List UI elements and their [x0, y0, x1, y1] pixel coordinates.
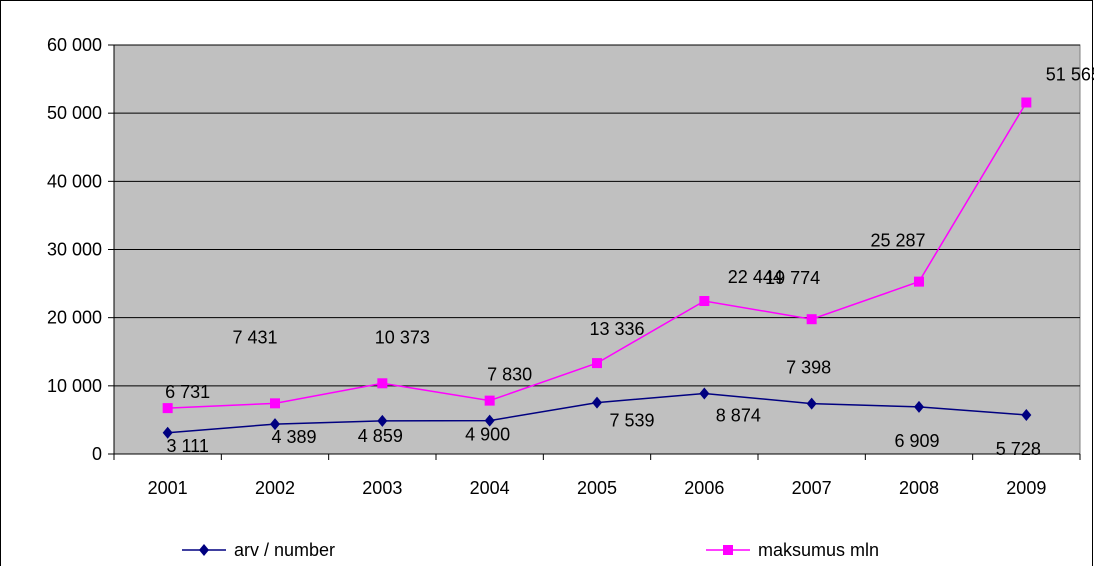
x-tick-label: 2006 — [684, 478, 724, 498]
data-label: 51 565 — [1046, 64, 1094, 84]
data-point-marker — [270, 398, 280, 409]
data-point-marker — [592, 358, 602, 369]
gridlines — [114, 44, 1080, 387]
x-tick-label: 2007 — [792, 478, 832, 498]
data-point-marker — [806, 314, 817, 325]
data-point-marker — [699, 387, 710, 400]
data-point-marker — [484, 395, 495, 406]
data-label: 10 373 — [375, 327, 430, 347]
data-labels: 3 111 4 389 4 859 4 900 7 539 8 874 7 398 6 909… — [165, 64, 1094, 458]
legend-item-0: arv / number — [182, 540, 335, 560]
y-tick-label: 10 000 — [47, 376, 102, 396]
data-label: 25 287 — [870, 231, 925, 251]
data-point-marker — [914, 400, 924, 413]
legend-swatch-marker — [199, 544, 209, 556]
data-point-marker — [377, 378, 388, 389]
data-label: 7 539 — [609, 411, 654, 431]
x-tick-label: 2003 — [362, 478, 402, 498]
legend-swatch-marker — [723, 545, 733, 555]
legend-label: maksumus mln — [758, 540, 879, 560]
data-point-marker — [1021, 97, 1032, 108]
data-label: 7 431 — [232, 327, 277, 347]
data-label: 19 774 — [765, 268, 820, 288]
legend: arv / number maksumus mln — [182, 540, 879, 560]
y-tick-label: 0 — [92, 444, 102, 464]
data-label: 13 336 — [589, 319, 644, 339]
y-tick-label: 40 000 — [47, 171, 102, 191]
data-point-marker — [162, 403, 173, 414]
x-tick-label: 2005 — [577, 478, 617, 498]
data-point-marker — [592, 396, 602, 409]
data-label: 5 728 — [996, 439, 1041, 459]
data-label: 3 111 — [166, 436, 208, 456]
data-label: 4 859 — [358, 426, 403, 446]
data-label: 6 909 — [894, 431, 939, 451]
data-label: 7 398 — [786, 358, 831, 378]
data-point-marker — [484, 414, 495, 427]
y-tick-label: 60 000 — [47, 35, 102, 55]
data-label: 22 444 — [728, 267, 783, 287]
data-label: 7 830 — [487, 365, 532, 385]
x-tick-label: 2008 — [899, 478, 939, 498]
x-tick-label: 2009 — [1006, 478, 1046, 498]
y-tick-label: 20 000 — [47, 308, 102, 328]
y-tick-label: 50 000 — [47, 103, 102, 123]
x-tick-label: 2004 — [470, 478, 510, 498]
legend-label: arv / number — [234, 540, 335, 560]
series-1 — [162, 97, 1032, 414]
data-point-marker — [806, 397, 817, 410]
series-group — [162, 97, 1032, 439]
axes: 0 10 000 20 000 30 000 40 000 50 000 60 000 200… — [47, 35, 1081, 498]
data-point-marker — [377, 414, 388, 427]
data-point-marker — [699, 296, 710, 307]
data-label: 8 874 — [716, 406, 761, 426]
data-label: 4 900 — [465, 425, 510, 445]
data-label: 6 731 — [165, 382, 210, 402]
legend-item-1: maksumus mln — [706, 540, 879, 560]
data-point-marker — [914, 276, 924, 287]
y-tick-label: 30 000 — [47, 240, 102, 260]
data-label: 4 389 — [271, 427, 316, 447]
data-point-marker — [270, 418, 280, 431]
x-tick-label: 2001 — [148, 478, 188, 498]
series-0 — [162, 387, 1032, 439]
x-tick-label: 2002 — [255, 478, 295, 498]
data-point-marker — [1021, 408, 1032, 421]
data-point-marker — [162, 426, 173, 439]
